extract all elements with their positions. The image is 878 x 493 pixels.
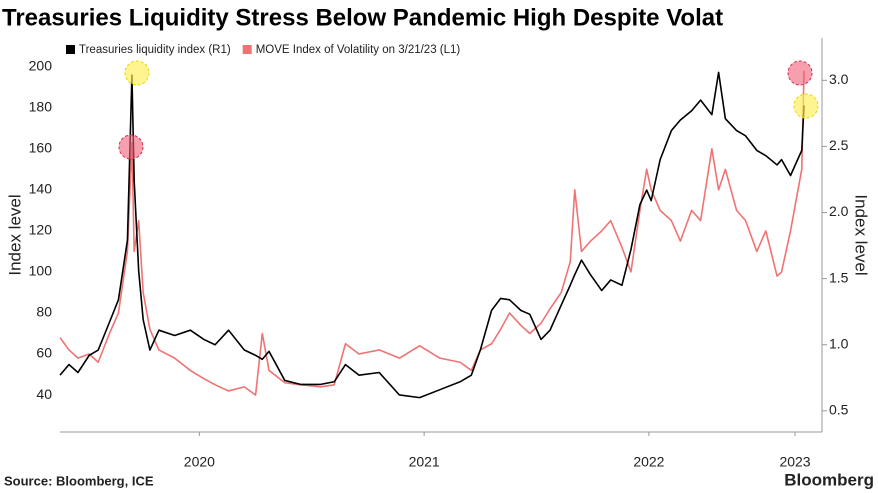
x-tick-label: 2023 <box>779 454 810 470</box>
y-tick-label: 40 <box>36 386 52 402</box>
series-line <box>59 70 805 396</box>
x-tick-label: 2020 <box>184 454 215 470</box>
chart-title: Treasuries Liquidity Stress Below Pandem… <box>2 4 723 31</box>
y-tick-label: 100 <box>29 263 53 279</box>
legend: Treasuries liquidity index (R1) MOVE Inde… <box>66 44 460 56</box>
y-tick-label: 60 <box>36 345 52 361</box>
y2-tick-label: 0.5 <box>829 402 849 418</box>
y-tick-label: 160 <box>29 140 53 156</box>
x-tick-label: 2022 <box>633 454 664 470</box>
highlight-circle <box>124 60 150 86</box>
y-tick-label: 140 <box>29 181 53 197</box>
y2-axis-label: Index level <box>852 194 871 275</box>
legend-label: MOVE Index of Volatility on 3/21/23 (L1) <box>256 44 461 56</box>
y2-tick-label: 1.5 <box>829 269 849 285</box>
brand-logo: Bloomberg <box>784 470 874 489</box>
highlights <box>118 60 819 160</box>
y2-tick-label: 2.0 <box>829 203 849 219</box>
x-tick-label: 2021 <box>409 454 440 470</box>
y-tick-label: 120 <box>29 222 53 238</box>
y2-tick-label: 1.0 <box>829 335 849 351</box>
legend-swatch <box>242 45 252 54</box>
legend-label: Treasuries liquidity index (R1) <box>79 44 231 56</box>
y2-tick-label: 3.0 <box>829 71 849 87</box>
highlight-circle <box>118 134 144 160</box>
plot <box>59 70 805 399</box>
y-tick-label: 180 <box>29 98 53 114</box>
y-tick-label: 200 <box>29 57 53 73</box>
y2-tick-label: 2.5 <box>829 137 849 153</box>
source: Source: Bloomberg, ICE <box>4 473 154 488</box>
y-axis-label: Index level <box>5 194 24 275</box>
highlight-circle <box>787 60 813 86</box>
series-line <box>59 71 805 399</box>
highlight-circle <box>793 93 819 119</box>
y-tick-label: 80 <box>36 304 52 320</box>
legend-swatch <box>66 45 75 54</box>
